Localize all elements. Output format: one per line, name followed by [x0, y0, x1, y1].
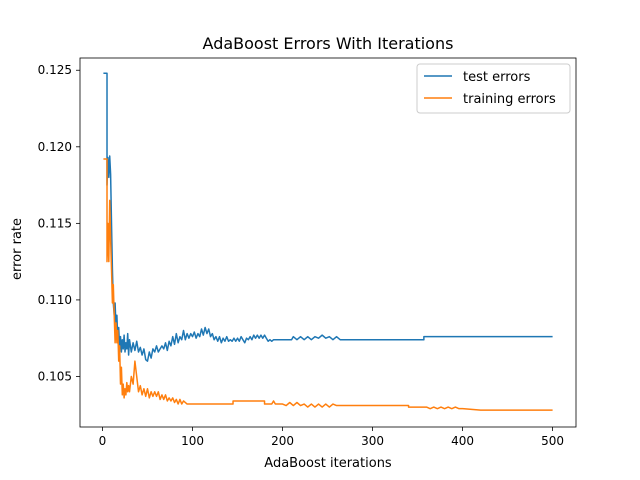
- legend-label-test-errors: test errors: [463, 70, 531, 85]
- x-axis-label: AdaBoost iterations: [264, 456, 392, 471]
- y-tick-label: 0.105: [38, 369, 72, 383]
- y-tick-label: 0.125: [38, 63, 72, 77]
- x-tick-label: 300: [361, 434, 384, 448]
- x-tick-label: 100: [181, 434, 204, 448]
- series-lines: [103, 72, 553, 411]
- x-tick-label: 0: [99, 434, 107, 448]
- series-line-test-errors: [103, 72, 553, 362]
- x-axis: 0 100 200 300 400 500: [99, 427, 564, 448]
- legend-box: [416, 63, 571, 114]
- x-tick-label: 200: [271, 434, 294, 448]
- chart-title: AdaBoost Errors With Iterations: [203, 34, 454, 53]
- x-tick-label: 400: [451, 434, 474, 448]
- plot-area: [79, 57, 577, 428]
- plot-frame: [79, 57, 577, 428]
- x-tick-label: 500: [541, 434, 564, 448]
- y-axis: 0.105 0.110 0.115 0.120 0.125: [38, 63, 80, 383]
- series-line-training-errors: [103, 158, 553, 411]
- y-axis-label: error rate: [10, 218, 25, 280]
- y-tick-label: 0.110: [38, 293, 72, 307]
- legend-label-training-errors: training errors: [463, 92, 556, 107]
- legend: test errors training errors: [416, 63, 571, 114]
- y-tick-label: 0.115: [38, 216, 72, 230]
- y-tick-label: 0.120: [38, 140, 72, 154]
